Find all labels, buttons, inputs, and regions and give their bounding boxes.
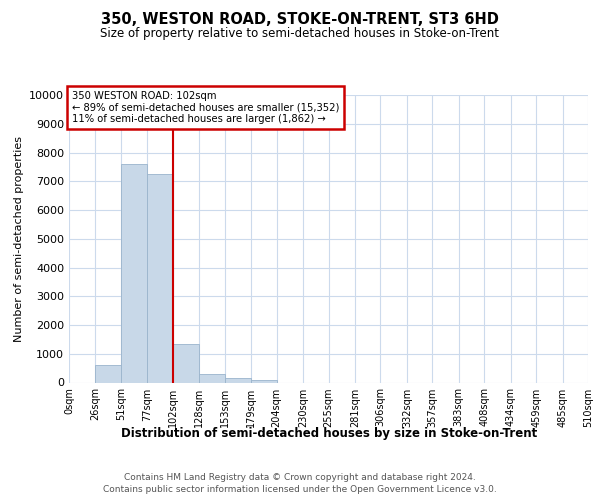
Bar <box>173 344 199 382</box>
Bar <box>251 380 277 382</box>
Text: Contains HM Land Registry data © Crown copyright and database right 2024.: Contains HM Land Registry data © Crown c… <box>124 472 476 482</box>
Text: Contains public sector information licensed under the Open Government Licence v3: Contains public sector information licen… <box>103 485 497 494</box>
Y-axis label: Number of semi-detached properties: Number of semi-detached properties <box>14 136 23 342</box>
Bar <box>148 174 173 382</box>
Bar <box>199 374 224 382</box>
Bar <box>224 378 251 382</box>
Text: 350 WESTON ROAD: 102sqm
← 89% of semi-detached houses are smaller (15,352)
11% o: 350 WESTON ROAD: 102sqm ← 89% of semi-de… <box>72 90 340 124</box>
Bar <box>95 365 121 382</box>
Text: Distribution of semi-detached houses by size in Stoke-on-Trent: Distribution of semi-detached houses by … <box>121 428 537 440</box>
Bar <box>121 164 148 382</box>
Text: 350, WESTON ROAD, STOKE-ON-TRENT, ST3 6HD: 350, WESTON ROAD, STOKE-ON-TRENT, ST3 6H… <box>101 12 499 28</box>
Text: Size of property relative to semi-detached houses in Stoke-on-Trent: Size of property relative to semi-detach… <box>101 28 499 40</box>
